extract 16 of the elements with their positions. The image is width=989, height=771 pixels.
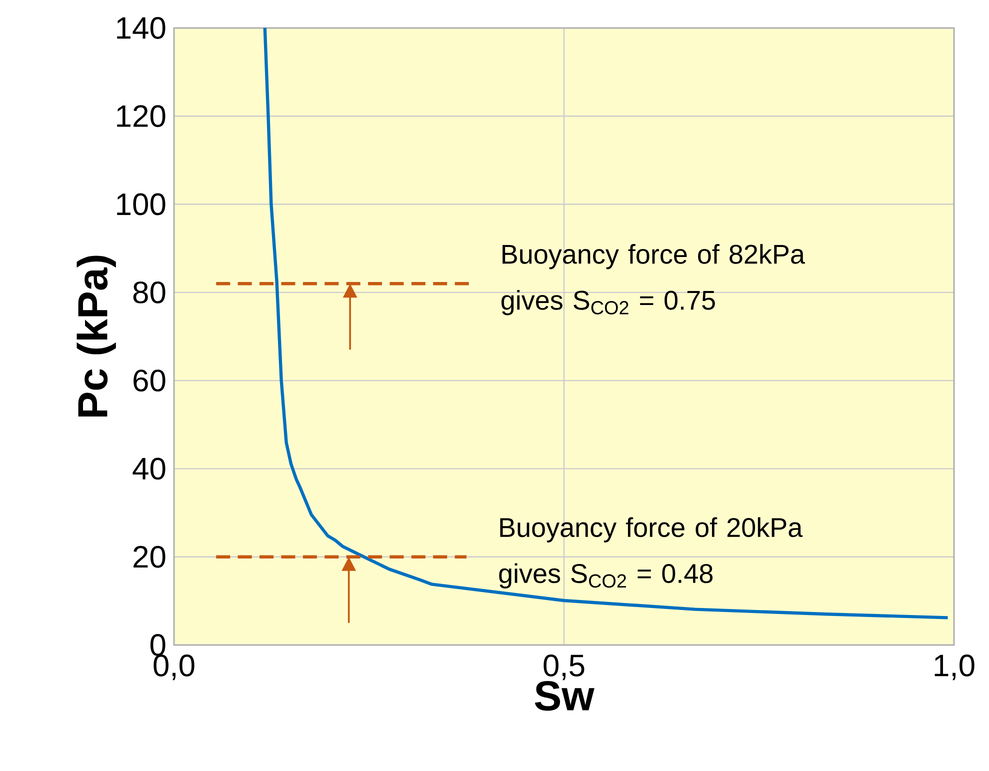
x-tick-label: 0,0 [154, 654, 194, 680]
y-tick-label: 80 [133, 281, 166, 304]
x-axis-title: Sw [534, 680, 594, 711]
y-tick-label: 120 [117, 105, 166, 128]
x-tick-label: 0,5 [544, 654, 584, 680]
y-tick-label: 0 [150, 634, 166, 656]
y-tick-label: 40 [132, 458, 166, 480]
x-tick-label: 1,0 [934, 654, 974, 680]
y-tick-label: 140 [117, 17, 166, 39]
annotation: Buoyancy force of 82kPa gives S$_{CO2}$ = 0.75 [502, 244, 805, 316]
line-series [263, 26, 950, 620]
y-tick-label: 100 [117, 193, 166, 216]
y-tick-label: 20 [134, 546, 166, 568]
y-axis-title: Pc (kPa) [76, 256, 116, 417]
y-tick-label: 60 [134, 370, 166, 392]
annotation: Buoyancy force of 20kPa gives S$_{CO2}$ = 0.48 [499, 517, 803, 588]
